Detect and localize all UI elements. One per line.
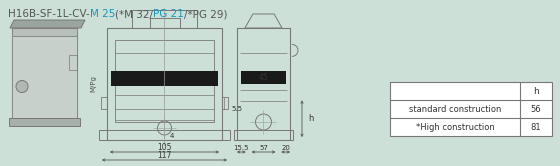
Text: 20: 20 bbox=[281, 145, 290, 151]
Text: 5.5: 5.5 bbox=[231, 106, 242, 112]
Text: 45: 45 bbox=[259, 73, 268, 82]
Text: 56: 56 bbox=[531, 105, 542, 114]
Bar bbox=[237, 28, 290, 140]
Bar bbox=[12, 28, 77, 118]
Text: PG 21: PG 21 bbox=[153, 9, 184, 19]
Text: h: h bbox=[533, 86, 539, 95]
Text: 81: 81 bbox=[531, 123, 542, 131]
Text: M/Pg: M/Pg bbox=[90, 76, 96, 92]
Bar bbox=[107, 28, 222, 140]
Bar bbox=[9, 118, 80, 126]
Polygon shape bbox=[10, 20, 85, 28]
Text: h: h bbox=[308, 114, 314, 123]
Text: (*M 32/: (*M 32/ bbox=[115, 9, 153, 19]
Text: 105: 105 bbox=[157, 143, 172, 153]
Text: standard construction: standard construction bbox=[409, 105, 501, 114]
Text: 57: 57 bbox=[259, 145, 268, 151]
Text: H16B-SF-1L-CV-: H16B-SF-1L-CV- bbox=[8, 9, 90, 19]
Text: 4: 4 bbox=[170, 133, 174, 139]
Bar bbox=[390, 82, 552, 136]
Bar bbox=[234, 130, 293, 140]
Bar bbox=[222, 97, 228, 109]
Bar bbox=[241, 71, 286, 84]
Bar bbox=[69, 55, 77, 70]
Text: 117: 117 bbox=[157, 152, 172, 161]
Bar bbox=[150, 18, 180, 28]
Bar bbox=[12, 36, 77, 118]
Bar bbox=[111, 71, 218, 86]
Text: /*PG 29): /*PG 29) bbox=[184, 9, 227, 19]
Bar bbox=[12, 36, 77, 118]
Bar bbox=[101, 97, 107, 109]
Circle shape bbox=[16, 81, 28, 92]
Bar bbox=[9, 118, 80, 126]
Text: *High construction: *High construction bbox=[416, 123, 494, 131]
Bar bbox=[12, 28, 77, 118]
Bar bbox=[115, 40, 214, 122]
Text: 15.5: 15.5 bbox=[234, 145, 249, 151]
Text: M 25: M 25 bbox=[90, 9, 115, 19]
Bar bbox=[99, 130, 230, 140]
